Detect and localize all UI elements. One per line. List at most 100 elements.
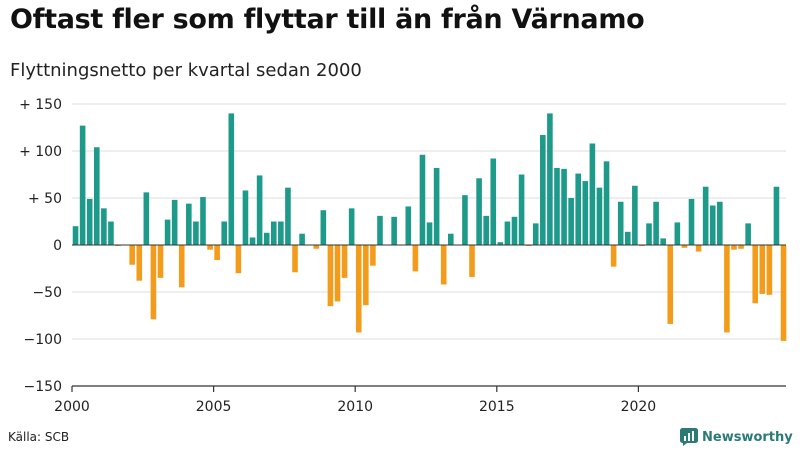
bar xyxy=(320,210,327,245)
bar xyxy=(391,216,397,245)
bar xyxy=(596,187,603,245)
bar xyxy=(561,168,567,245)
bar xyxy=(504,221,511,245)
bar xyxy=(624,231,631,245)
bar xyxy=(759,245,766,294)
bar xyxy=(617,201,624,245)
bar xyxy=(178,245,185,288)
bar xyxy=(93,147,100,245)
bar xyxy=(108,221,114,245)
bar xyxy=(653,201,659,245)
bar xyxy=(157,245,164,278)
bar xyxy=(86,198,93,245)
bar xyxy=(752,245,759,304)
bar xyxy=(773,186,780,245)
bar xyxy=(702,186,709,245)
axes: + 150 + 100 + 50 0 −50 −100 −150 2000 2005 2010 20… xyxy=(19,97,786,415)
bar xyxy=(780,245,787,341)
x-tick-label: 2000 xyxy=(54,399,90,415)
y-tick-label: + 150 xyxy=(19,97,62,113)
bar xyxy=(766,245,773,295)
x-tick-label: 2010 xyxy=(337,399,373,415)
bar xyxy=(532,223,539,245)
bar xyxy=(278,221,284,245)
bar xyxy=(483,215,489,245)
source-note: Källa: SCB xyxy=(8,430,70,444)
bar xyxy=(731,245,737,250)
bar xyxy=(632,185,638,245)
bar xyxy=(72,226,79,245)
bar xyxy=(405,206,412,245)
bar xyxy=(554,167,560,245)
bar xyxy=(709,205,716,245)
brand-logo: Newsworthy xyxy=(680,427,793,447)
bar xyxy=(214,245,220,261)
bar xyxy=(355,245,362,333)
bar xyxy=(292,245,298,273)
bar xyxy=(327,245,334,307)
bar xyxy=(447,233,454,245)
bar xyxy=(511,216,518,245)
bar xyxy=(518,174,525,245)
bar xyxy=(490,158,497,245)
bar xyxy=(207,245,213,250)
y-tick-label: −50 xyxy=(32,285,62,301)
bar xyxy=(426,222,433,245)
bar xyxy=(334,245,341,302)
bar xyxy=(285,187,291,245)
bar xyxy=(228,113,235,246)
y-tick-label: −100 xyxy=(24,332,62,348)
bar xyxy=(370,245,376,266)
bar xyxy=(738,245,744,249)
bar xyxy=(462,195,468,245)
bar xyxy=(299,233,305,245)
bar xyxy=(249,237,256,245)
bar xyxy=(263,232,270,245)
bar xyxy=(256,175,263,245)
bar xyxy=(412,245,419,272)
y-tick-label: + 100 xyxy=(19,144,62,160)
bar xyxy=(129,245,135,265)
bar xyxy=(497,242,504,245)
x-tick-label: 2020 xyxy=(621,399,657,415)
bar xyxy=(667,245,674,324)
brand-name: Newsworthy xyxy=(702,429,793,445)
bar xyxy=(164,219,171,245)
bar xyxy=(363,245,369,306)
bar xyxy=(540,135,546,245)
bar xyxy=(724,245,730,333)
bar xyxy=(221,221,228,245)
bar xyxy=(136,245,143,281)
chart-subtitle: Flyttningsnetto per kvartal sedan 2000 xyxy=(10,60,362,81)
bar xyxy=(745,223,751,245)
x-tick-label: 2005 xyxy=(196,399,232,415)
bars xyxy=(72,113,787,341)
bar xyxy=(469,245,475,277)
bar xyxy=(476,178,482,245)
bar xyxy=(575,173,582,245)
bar xyxy=(695,245,702,252)
bar xyxy=(440,245,447,285)
bar xyxy=(79,125,86,245)
bar xyxy=(171,199,178,245)
bar xyxy=(193,221,199,245)
x-tick-label: 2015 xyxy=(479,399,515,415)
bar xyxy=(717,201,723,245)
bar xyxy=(235,245,242,274)
bar xyxy=(688,198,695,245)
bar xyxy=(589,143,596,245)
newsworthy-logo-icon xyxy=(680,428,698,446)
bar xyxy=(242,190,249,245)
bar xyxy=(582,181,589,245)
bar xyxy=(660,238,666,245)
bar xyxy=(674,222,681,245)
bar xyxy=(341,245,348,278)
bar xyxy=(377,215,383,245)
bar xyxy=(200,197,206,245)
bar xyxy=(150,245,157,320)
bar xyxy=(681,245,688,248)
bar xyxy=(143,192,150,245)
bar xyxy=(419,154,426,245)
y-tick-label: 0 xyxy=(53,238,62,254)
